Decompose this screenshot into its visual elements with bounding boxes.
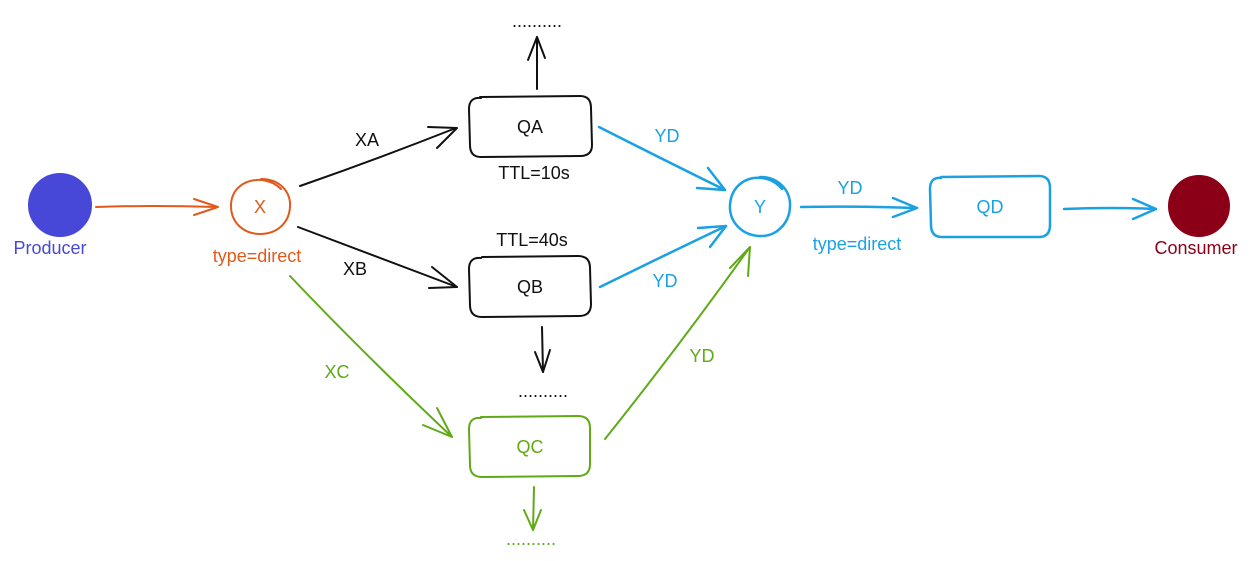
edge-qa-y <box>597 125 727 192</box>
exchange-x-circle <box>230 178 292 235</box>
qa-overflow-arrow <box>527 36 546 90</box>
edge-qc-y-label: YD <box>689 346 714 366</box>
producer-label: Producer <box>13 238 86 258</box>
edge-y-qd-line <box>799 205 919 210</box>
qb-overflow-arrow-line <box>541 326 544 373</box>
edge-xb-arrowhead <box>428 266 458 289</box>
edge-y-qd <box>799 196 919 219</box>
producer-node: Producer <box>13 173 92 258</box>
exchange-x-label: X <box>254 197 266 217</box>
exchange-y-type-label: type=direct <box>813 234 902 254</box>
edge-qd-consumer <box>1062 197 1158 221</box>
edge-qd-consumer-line <box>1062 206 1158 211</box>
edge-qd-consumer-arrowhead <box>1131 197 1158 221</box>
queue-qb-node: TTL=40s QB <box>468 230 592 318</box>
queue-qb-label: QB <box>517 277 543 297</box>
edge-producer-x <box>95 198 219 216</box>
consumer-circle <box>1168 175 1230 237</box>
edge-xb <box>297 226 458 289</box>
queue-qc-node: QC <box>468 415 591 478</box>
qc-overflow-arrowhead <box>523 509 542 531</box>
edge-qa-y-label: YD <box>654 126 679 146</box>
edge-xb-label: XB <box>343 259 367 279</box>
queue-qd-label: QD <box>977 197 1004 217</box>
edge-producer-x-line <box>95 205 218 208</box>
ellipsis-bottom: .......... <box>506 529 556 549</box>
queue-qb-box <box>468 255 592 318</box>
ellipsis-top: .......... <box>512 11 562 31</box>
queue-qa-ttl: TTL=10s <box>498 163 570 183</box>
edge-xc-label: XC <box>324 362 349 382</box>
edge-qc-y-arrowhead <box>729 246 751 277</box>
edge-qb-y-arrowhead <box>696 224 728 249</box>
edge-qa-y-line <box>597 125 727 192</box>
edge-producer-x-arrowhead <box>193 198 219 216</box>
edge-qc-y-line <box>604 246 751 440</box>
qa-overflow-arrowhead <box>527 36 546 61</box>
exchange-x-node: X type=direct <box>213 178 302 266</box>
qb-overflow-arrowhead <box>534 349 551 373</box>
edge-y-qd-label: YD <box>837 178 862 198</box>
edge-xa-arrowhead <box>427 126 458 149</box>
qc-overflow-arrow-line <box>532 486 535 531</box>
consumer-label: Consumer <box>1154 238 1237 258</box>
consumer-node: Consumer <box>1154 175 1238 258</box>
edge-qb-y <box>598 224 728 289</box>
ellipsis-middle: .......... <box>518 381 568 401</box>
queue-qa-label: QA <box>517 117 543 137</box>
queue-qc-label: QC <box>517 437 544 457</box>
edge-xa <box>299 126 458 187</box>
queue-qc-box <box>468 415 591 478</box>
edge-xc <box>289 275 453 438</box>
producer-circle <box>28 173 92 237</box>
edge-xc-line <box>289 275 453 438</box>
queue-qa-node: QA TTL=10s <box>468 95 593 183</box>
edge-xb-line <box>297 226 458 288</box>
edge-xa-line <box>299 127 457 187</box>
exchange-x-type-label: type=direct <box>213 246 302 266</box>
edge-qb-y-line <box>598 224 728 289</box>
queue-qd-node: QD <box>928 174 1052 239</box>
edge-qa-y-arrowhead <box>695 166 727 192</box>
edge-y-qd-arrowhead <box>891 196 919 219</box>
edge-xa-label: XA <box>355 130 379 150</box>
exchange-y-circle <box>728 175 792 238</box>
exchange-y-label: Y <box>754 197 766 217</box>
exchange-y-node: Y <box>728 175 792 238</box>
queue-qb-ttl: TTL=40s <box>496 230 568 250</box>
queue-qd-box <box>928 174 1052 239</box>
edge-qb-y-label: YD <box>652 271 677 291</box>
qc-overflow-arrow <box>523 486 542 531</box>
qb-overflow-arrow <box>534 326 551 373</box>
edge-qc-y <box>604 246 751 440</box>
edge-xc-arrowhead <box>422 407 453 438</box>
queue-qa-box <box>468 95 593 158</box>
